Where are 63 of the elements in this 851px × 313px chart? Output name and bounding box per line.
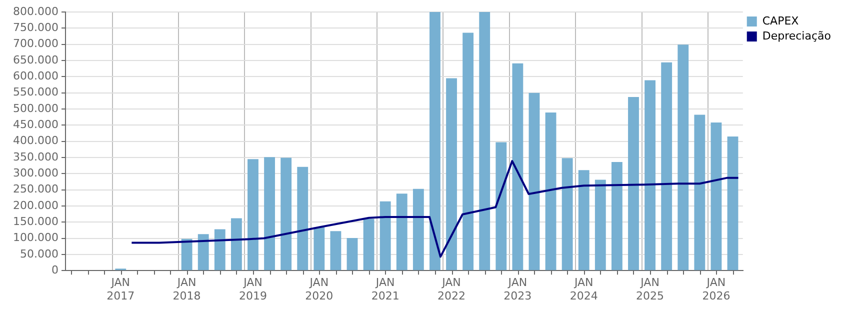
bar xyxy=(562,158,573,270)
bar xyxy=(264,157,275,270)
bar xyxy=(412,188,424,270)
bar xyxy=(528,92,540,270)
bar xyxy=(578,170,590,270)
bar xyxy=(694,114,706,270)
bar xyxy=(628,97,639,270)
bar xyxy=(214,229,226,270)
bar xyxy=(314,227,325,270)
bar xyxy=(280,158,292,270)
bar xyxy=(297,166,308,270)
y-tick-label: 200.000 xyxy=(12,198,58,212)
y-tick-label: 450.000 xyxy=(12,118,58,131)
bar xyxy=(363,218,374,270)
bar xyxy=(430,12,440,270)
y-tick-label: 100.000 xyxy=(12,231,58,244)
bar xyxy=(346,238,358,270)
x-tick-label: JAN 2024 xyxy=(570,276,598,302)
bar xyxy=(611,162,622,270)
y-tick-label: 500.000 xyxy=(12,102,58,115)
y-tick-label: 0 xyxy=(51,263,58,276)
bar xyxy=(396,194,408,270)
bar xyxy=(661,62,672,270)
bar xyxy=(230,218,242,270)
y-tick-label: 300.000 xyxy=(12,166,58,180)
bar xyxy=(678,44,689,270)
y-tick-label: 250.000 xyxy=(12,182,58,196)
bar xyxy=(545,112,556,270)
bar xyxy=(710,122,722,270)
x-tick-label: JAN 2021 xyxy=(371,276,400,302)
x-tick-label: JAN 2026 xyxy=(702,276,730,302)
bar xyxy=(248,159,258,270)
y-tick-label: 750.000 xyxy=(12,21,58,34)
y-tick-label: 650.000 xyxy=(12,53,58,66)
bar xyxy=(496,142,507,270)
bar xyxy=(479,12,490,270)
bar xyxy=(181,238,192,270)
x-tick-label: JAN 2017 xyxy=(106,276,135,302)
x-tick-label: JAN 2020 xyxy=(305,276,334,302)
bar xyxy=(644,80,656,270)
bar xyxy=(380,201,391,270)
y-tick-label: 350.000 xyxy=(12,150,58,164)
legend-label: Depreciação xyxy=(762,29,832,42)
x-tick-label: JAN 2018 xyxy=(172,276,201,302)
y-tick-label: 400.000 xyxy=(12,134,58,148)
bar xyxy=(462,32,474,270)
x-tick-label: JAN 2023 xyxy=(504,276,532,302)
bar xyxy=(446,78,457,270)
bar xyxy=(512,63,524,270)
bar xyxy=(198,234,209,270)
y-tick-label: 800.000 xyxy=(12,4,58,18)
bar xyxy=(330,231,342,270)
bar xyxy=(594,180,606,270)
y-tick-label: 150.000 xyxy=(12,214,58,228)
legend-label: CAPEX xyxy=(762,14,800,28)
y-tick-label: 600.000 xyxy=(12,70,58,83)
y-tick-label: 550.000 xyxy=(12,86,58,99)
x-tick-label: JAN 2019 xyxy=(238,276,267,302)
x-tick-label: JAN 2025 xyxy=(636,276,664,302)
x-tick-label: JAN 2022 xyxy=(438,276,466,302)
bar xyxy=(727,136,738,270)
y-tick-label: 50.000 xyxy=(20,247,58,260)
y-tick-label: 700.000 xyxy=(12,37,58,50)
